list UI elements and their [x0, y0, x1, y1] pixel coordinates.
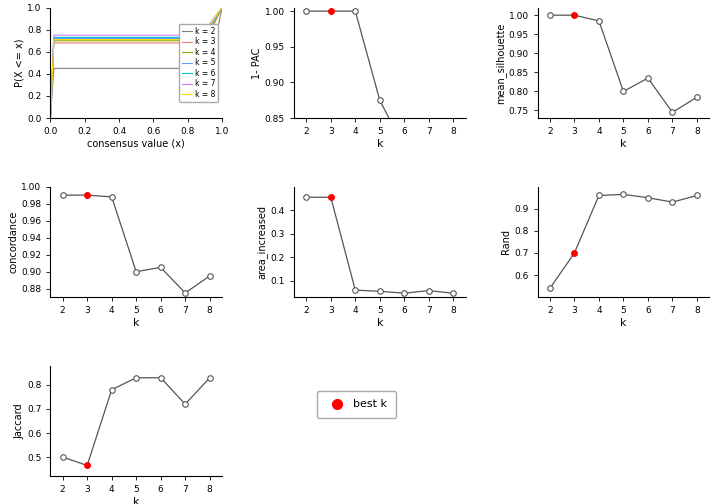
k = 7	[217, 5, 226, 11]
k = 3	[180, 40, 189, 46]
k = 2	[115, 66, 124, 72]
k = 6	[115, 34, 124, 40]
k = 5	[180, 35, 189, 41]
k = 6	[63, 34, 72, 40]
k = 8	[122, 37, 130, 43]
Line: k = 8: k = 8	[50, 8, 222, 118]
k = 3	[63, 40, 72, 46]
k = 3	[46, 115, 55, 121]
k = 8	[46, 115, 55, 121]
k = 4	[122, 38, 130, 44]
k = 8	[180, 37, 189, 43]
k = 7	[180, 32, 189, 38]
k = 5	[46, 115, 55, 121]
X-axis label: k: k	[377, 318, 383, 328]
k = 8	[217, 5, 226, 11]
Line: k = 4: k = 4	[50, 8, 222, 118]
k = 7	[122, 32, 130, 38]
k = 2	[217, 5, 226, 11]
Y-axis label: concordance: concordance	[9, 211, 19, 273]
k = 4	[63, 38, 72, 44]
k = 6	[164, 34, 173, 40]
Y-axis label: P(X <= x): P(X <= x)	[14, 39, 24, 87]
Legend: best k: best k	[317, 391, 396, 418]
Y-axis label: mean_silhouette: mean_silhouette	[495, 22, 505, 103]
k = 5	[63, 35, 72, 41]
k = 5	[122, 35, 130, 41]
Line: k = 5: k = 5	[50, 8, 222, 118]
k = 2	[164, 66, 173, 72]
X-axis label: k: k	[133, 497, 140, 504]
Line: k = 7: k = 7	[50, 8, 222, 118]
k = 2	[46, 115, 55, 121]
k = 7	[46, 115, 55, 121]
k = 2	[183, 66, 192, 72]
k = 5	[183, 35, 192, 41]
k = 8	[164, 37, 173, 43]
Line: k = 6: k = 6	[50, 8, 222, 118]
k = 6	[217, 5, 226, 11]
k = 5	[115, 35, 124, 41]
Y-axis label: Rand: Rand	[501, 229, 511, 255]
Line: k = 2: k = 2	[50, 8, 222, 118]
k = 4	[46, 115, 55, 121]
Y-axis label: area_increased: area_increased	[257, 205, 268, 279]
k = 7	[183, 32, 192, 38]
X-axis label: k: k	[620, 139, 626, 149]
Y-axis label: 1- PAC: 1- PAC	[252, 47, 262, 79]
X-axis label: k: k	[620, 318, 626, 328]
k = 3	[115, 40, 124, 46]
k = 4	[115, 38, 124, 44]
X-axis label: k: k	[133, 318, 140, 328]
k = 7	[164, 32, 173, 38]
X-axis label: consensus value (x): consensus value (x)	[87, 139, 185, 149]
k = 2	[180, 66, 189, 72]
Legend: k = 2, k = 3, k = 4, k = 5, k = 6, k = 7, k = 8: k = 2, k = 3, k = 4, k = 5, k = 6, k = 7…	[179, 24, 218, 102]
k = 2	[122, 66, 130, 72]
k = 7	[115, 32, 124, 38]
k = 3	[164, 40, 173, 46]
Y-axis label: Jaccard: Jaccard	[14, 403, 24, 439]
k = 8	[115, 37, 124, 43]
k = 3	[217, 5, 226, 11]
k = 4	[180, 38, 189, 44]
k = 4	[183, 38, 192, 44]
Line: k = 3: k = 3	[50, 8, 222, 118]
k = 3	[122, 40, 130, 46]
k = 6	[183, 34, 192, 40]
k = 4	[164, 38, 173, 44]
k = 7	[63, 32, 72, 38]
k = 5	[164, 35, 173, 41]
k = 8	[63, 37, 72, 43]
k = 8	[183, 37, 192, 43]
k = 6	[46, 115, 55, 121]
k = 5	[217, 5, 226, 11]
k = 6	[122, 34, 130, 40]
k = 3	[183, 40, 192, 46]
k = 2	[63, 66, 72, 72]
k = 6	[180, 34, 189, 40]
X-axis label: k: k	[377, 139, 383, 149]
k = 4	[217, 5, 226, 11]
